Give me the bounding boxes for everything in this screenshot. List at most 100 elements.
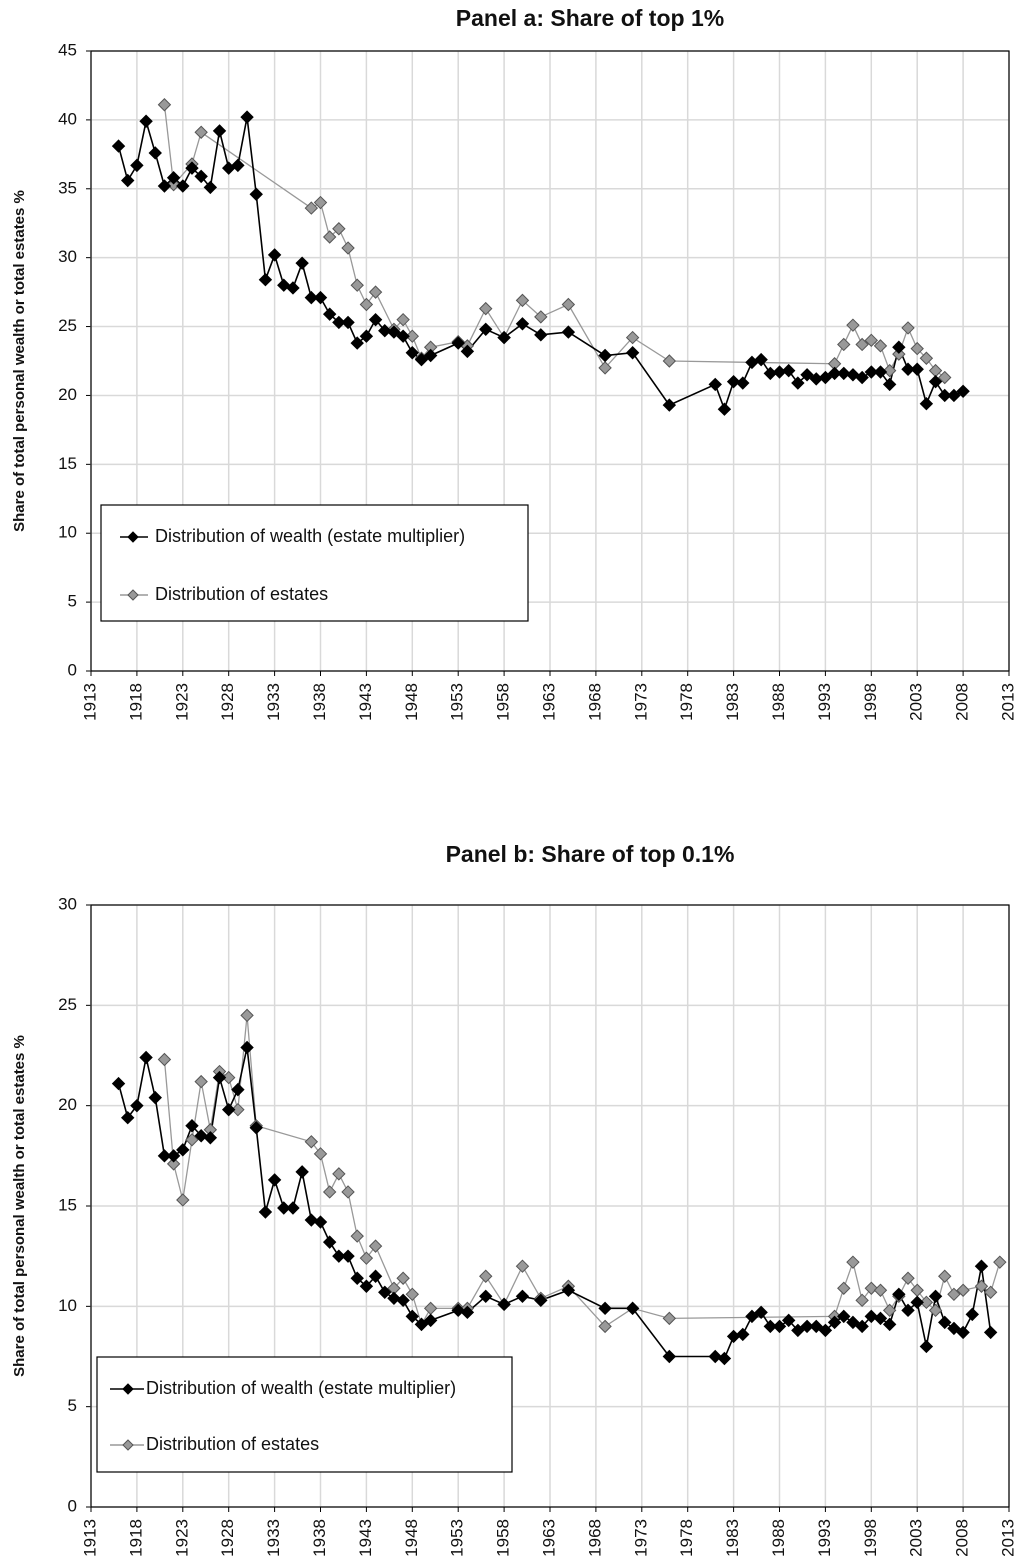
x-tick-label: 1958 [494, 1519, 513, 1557]
data-point [460, 344, 475, 359]
legend-label: Distribution of wealth (estate multiplie… [146, 1378, 456, 1398]
data-point [304, 1135, 319, 1149]
data-point [194, 1129, 208, 1143]
data-point [231, 1102, 245, 1117]
data-point [846, 368, 860, 382]
data-point [460, 1305, 475, 1320]
legend-label: Distribution of wealth (estate multiplie… [155, 526, 465, 546]
data-point [855, 370, 869, 385]
data-point [111, 1076, 126, 1091]
data-point [837, 1281, 851, 1295]
data-point [157, 179, 172, 193]
data-point [818, 1323, 833, 1338]
data-point [662, 1349, 677, 1364]
data-point [322, 1235, 337, 1249]
plot-frame [90, 904, 1010, 1508]
x-tick-label: 1983 [723, 1519, 742, 1557]
data-point [708, 377, 722, 392]
data-point [479, 1269, 493, 1283]
data-point [919, 1339, 934, 1354]
data-point [947, 1321, 961, 1336]
y-tick-label: 5 [68, 592, 77, 611]
y-tick-label: 20 [58, 1095, 77, 1114]
x-tick-label: 2008 [953, 683, 972, 721]
data-point [194, 125, 208, 139]
data-point [726, 374, 741, 389]
y-tick-label: 45 [58, 40, 77, 59]
data-point [910, 341, 924, 356]
series-line [117, 1047, 992, 1360]
data-point [121, 1111, 135, 1125]
data-point [625, 330, 640, 345]
data-point [295, 1165, 309, 1179]
data-point [148, 1090, 162, 1105]
data-point [919, 397, 934, 411]
data-point [956, 1283, 970, 1297]
data-point [497, 1297, 511, 1312]
data-point [304, 290, 319, 305]
data-point [901, 321, 915, 335]
data-point [166, 1149, 181, 1163]
data-point [176, 1143, 190, 1157]
data-point [396, 1293, 410, 1308]
data-point [130, 158, 144, 173]
data-point [157, 98, 172, 112]
data-point [846, 1255, 860, 1269]
data-point [515, 1289, 530, 1304]
y-tick-label: 30 [58, 894, 77, 913]
data-point [240, 1008, 254, 1023]
data-point [864, 333, 879, 348]
data-point [359, 1279, 374, 1293]
data-point [341, 315, 355, 330]
data-point [928, 1303, 943, 1318]
x-tick-label: 1988 [769, 683, 788, 721]
data-point [901, 1271, 915, 1285]
data-point [846, 318, 860, 332]
x-tick-label: 1998 [861, 1519, 880, 1557]
data-point [561, 297, 576, 312]
data-point [350, 1229, 364, 1243]
data-point [396, 1271, 410, 1285]
data-point [901, 362, 915, 376]
data-point [332, 1167, 346, 1181]
data-point [892, 1287, 906, 1301]
data-point [249, 187, 263, 201]
x-tick-label: 1913 [80, 1519, 99, 1557]
x-tick-label: 1933 [264, 683, 283, 721]
y-tick-label: 15 [58, 1195, 77, 1214]
y-tick-label: 5 [68, 1396, 77, 1415]
data-point [277, 1201, 291, 1215]
data-point [359, 329, 374, 343]
data-point [800, 368, 814, 382]
data-point [662, 1311, 677, 1326]
data-point [313, 1147, 328, 1161]
data-point [754, 1305, 768, 1320]
data-point [919, 1295, 934, 1310]
x-tick-label: 1973 [631, 683, 650, 721]
data-point [791, 1323, 805, 1338]
y-tick-label: 15 [58, 454, 77, 473]
data-point [139, 1050, 153, 1065]
data-point [258, 273, 273, 287]
x-tick-label: 1938 [310, 683, 329, 721]
data-point [341, 241, 355, 255]
data-point [332, 222, 346, 236]
data-point [166, 177, 181, 192]
x-tick-label: 1948 [402, 683, 421, 721]
x-tick-label: 1918 [126, 683, 145, 721]
data-point [791, 376, 805, 390]
data-point [855, 337, 869, 352]
data-point [598, 361, 612, 375]
y-tick-label: 30 [58, 247, 77, 266]
chart-title: Panel b: Share of top 0.1% [446, 841, 735, 867]
data-point [882, 363, 897, 378]
data-point [111, 139, 126, 153]
data-point [350, 1271, 364, 1285]
data-point [332, 315, 346, 330]
x-tick-label: 1978 [677, 1519, 696, 1557]
data-point [736, 376, 750, 390]
data-point [754, 352, 768, 367]
data-point [405, 329, 420, 343]
data-point [827, 1315, 842, 1330]
